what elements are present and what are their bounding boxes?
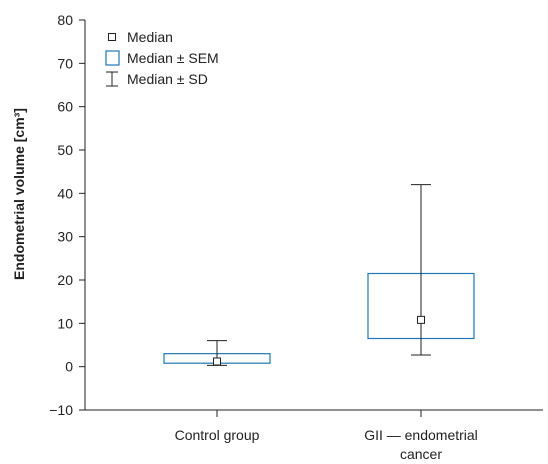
x-axis: Control group GII — endometrial cancer	[85, 409, 543, 462]
y-axis-title: Endometrial volume [cm³]	[11, 108, 27, 280]
y-tick-label: 60	[57, 99, 73, 115]
legend-median-swatch	[108, 33, 116, 41]
legend-label: Median ± SD	[127, 71, 208, 87]
y-tick-label: 20	[57, 272, 73, 288]
legend-sem-swatch	[105, 50, 120, 66]
median-marker	[213, 357, 221, 366]
y-tick-label: 70	[57, 55, 73, 71]
y-axis: −10 0 10 20 30 40 50 60 70 80	[49, 12, 86, 418]
y-tick-label: 40	[57, 185, 73, 201]
y-tick-label: 0	[65, 359, 73, 375]
legend-label: Median ± SEM	[127, 50, 219, 66]
x-tick-label: GII — endometrial cancer	[364, 427, 478, 462]
y-tick-label: 50	[57, 142, 73, 158]
y-tick-label: 80	[57, 12, 73, 28]
x-tick-label: Control group	[175, 427, 260, 443]
y-tick-label: −10	[49, 402, 73, 418]
y-tick-label: 30	[57, 229, 73, 245]
median-marker	[417, 315, 425, 324]
legend: Median Median ± SEM Median ± SD	[105, 29, 219, 87]
legend-label: Median	[127, 29, 173, 45]
plot-area	[163, 184, 475, 366]
y-tick-label: 10	[57, 315, 73, 331]
